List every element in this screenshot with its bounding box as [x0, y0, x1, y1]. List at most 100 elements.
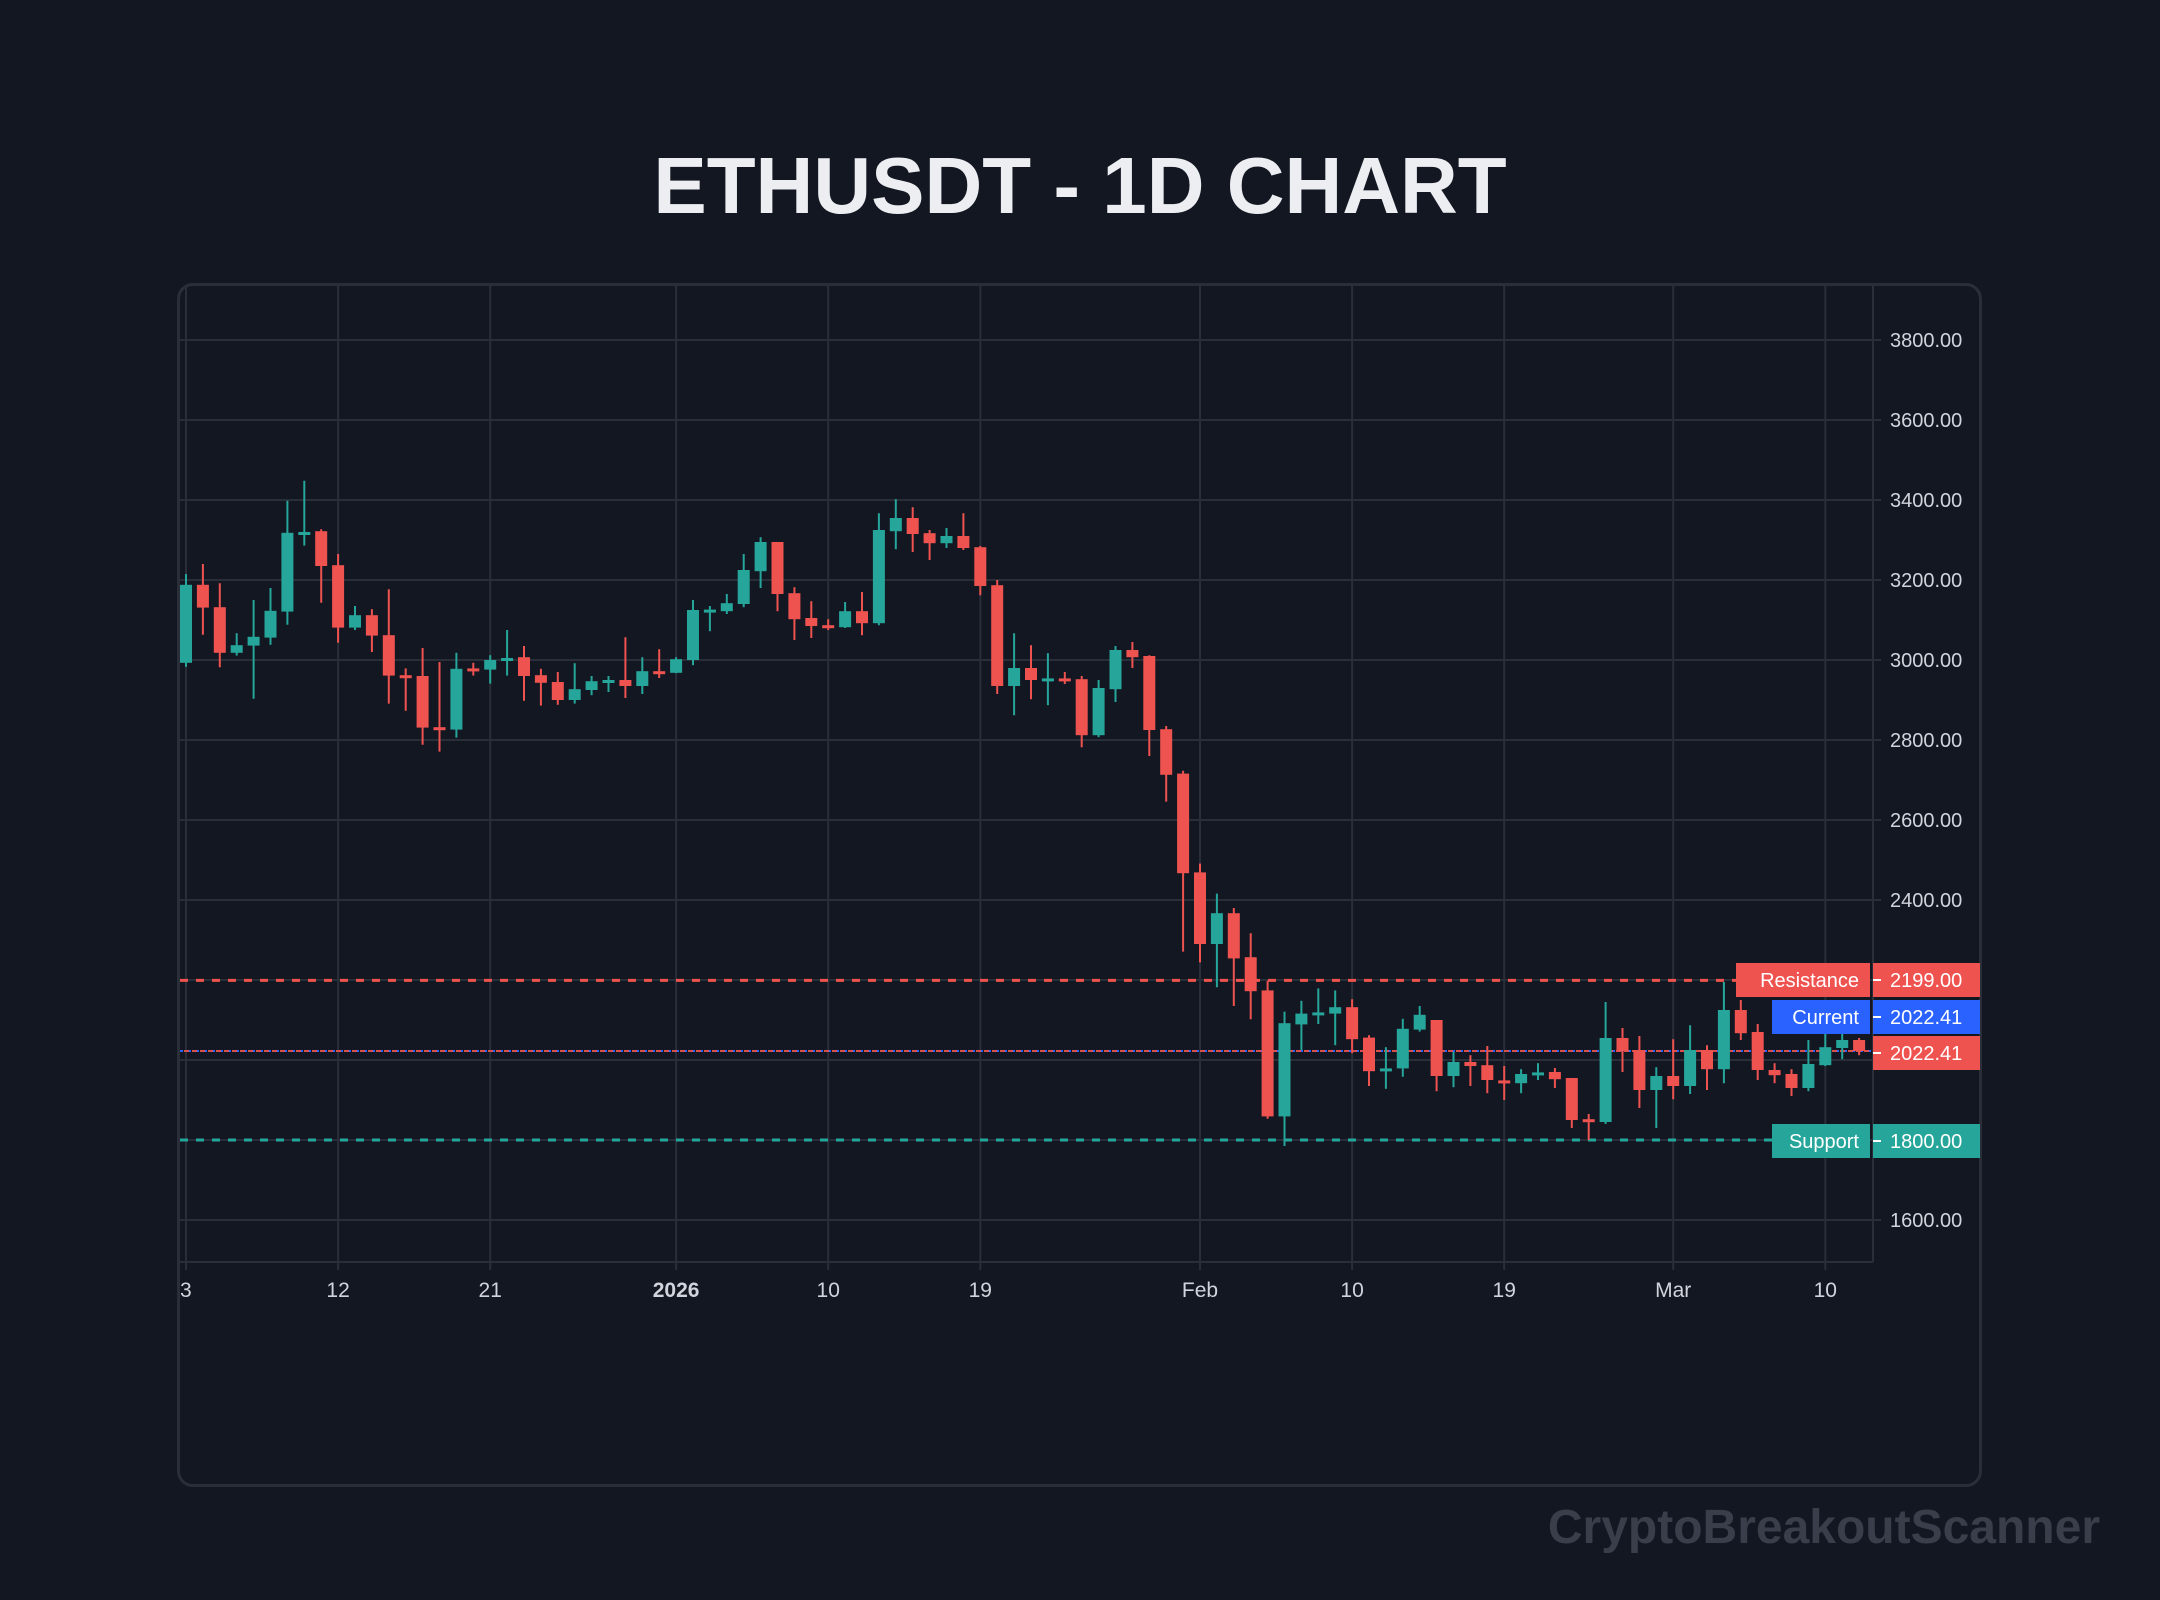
current-value: 2022.41	[1890, 1007, 1962, 1029]
candle-body	[1194, 872, 1206, 944]
candle-body	[518, 657, 530, 676]
candle-body	[1481, 1065, 1494, 1080]
candle-body	[1346, 1007, 1359, 1040]
candle-up	[1379, 1047, 1392, 1089]
y-tick-label: 3000.00	[1890, 650, 1962, 672]
candle-down	[923, 530, 936, 560]
candle-up	[754, 537, 767, 588]
candle-body	[788, 593, 801, 620]
candle-up	[1008, 633, 1021, 716]
candle-body	[822, 625, 835, 629]
candle-body	[906, 518, 919, 534]
candle-body	[1109, 650, 1122, 690]
y-tick-label: 3200.00	[1890, 570, 1962, 592]
candle-up	[450, 652, 463, 738]
candle-body	[1430, 1020, 1443, 1076]
candle-down	[788, 587, 801, 640]
candle-body	[720, 603, 733, 612]
candle-up	[1532, 1063, 1544, 1080]
candle-down	[1667, 1039, 1680, 1100]
candle-body	[1261, 990, 1274, 1117]
candle-up	[1413, 1006, 1426, 1032]
candle-body	[1447, 1062, 1460, 1076]
candle-down	[1548, 1068, 1561, 1088]
candle-up	[1599, 1002, 1612, 1124]
candle-body	[602, 680, 615, 683]
candle-down	[433, 662, 446, 752]
candle-up	[180, 574, 192, 667]
candle-down	[974, 546, 987, 596]
candle-body	[1177, 773, 1190, 874]
candle-body	[805, 618, 818, 626]
candle-down	[1363, 1035, 1375, 1086]
candle-body	[1616, 1038, 1629, 1052]
candle-body	[1210, 913, 1223, 944]
candle-down	[1177, 770, 1190, 952]
candle-up	[1312, 988, 1325, 1024]
candle-up	[1295, 1000, 1308, 1050]
candle-up	[230, 633, 243, 656]
candle-up	[501, 630, 514, 676]
candle-body	[839, 611, 852, 628]
candle-down	[467, 662, 480, 676]
candle-body	[1126, 650, 1139, 658]
candle-body	[332, 565, 345, 628]
candle-body	[1751, 1032, 1764, 1070]
candle-body	[737, 570, 750, 604]
watermark: CryptoBreakoutScanner	[1547, 1501, 2100, 1554]
candle-body	[957, 536, 970, 548]
candle-body	[1802, 1064, 1815, 1088]
candle-body	[974, 547, 987, 586]
candle-down	[196, 564, 209, 635]
candle-body	[230, 645, 243, 653]
candle-up	[1684, 1025, 1697, 1094]
candle-up	[889, 499, 902, 550]
candle-down	[1633, 1036, 1646, 1108]
candle-body	[1041, 678, 1054, 682]
candle-down	[957, 513, 970, 550]
candle-body	[1379, 1068, 1392, 1072]
candle-body	[1701, 1050, 1713, 1070]
candle-up	[1041, 653, 1054, 706]
candle-body	[382, 635, 395, 676]
candle-body	[1025, 668, 1037, 680]
candle-body	[534, 675, 547, 683]
last-price-value-box	[1873, 1036, 1980, 1070]
candle-body	[1396, 1028, 1409, 1069]
candle-down	[534, 668, 547, 706]
x-tick-label: 10	[817, 1279, 840, 1302]
candle-down	[1075, 676, 1088, 748]
candle-body	[687, 610, 699, 660]
candle-up	[1092, 680, 1105, 738]
candle-down	[1785, 1069, 1798, 1096]
candle-body	[1295, 1013, 1308, 1025]
candle-body	[636, 671, 649, 686]
candle-up	[670, 657, 683, 674]
candle-down	[805, 601, 818, 638]
candle-body	[1058, 678, 1071, 682]
candle-up	[1396, 1018, 1409, 1077]
candle-body	[1717, 1010, 1730, 1070]
candle-up	[1447, 1052, 1460, 1088]
candle-body	[568, 689, 581, 700]
candle-body	[1312, 1012, 1325, 1016]
candle-down	[365, 609, 378, 652]
resistance-label: Resistance	[1760, 970, 1859, 992]
candle-up	[349, 606, 361, 630]
current-label-box	[1772, 1000, 1870, 1034]
candle-body	[923, 533, 936, 544]
candle-down	[1768, 1063, 1781, 1084]
candle-up	[737, 554, 750, 608]
candle-body	[1464, 1062, 1477, 1066]
y-tick-label: 2400.00	[1890, 890, 1962, 912]
candle-up	[839, 602, 852, 628]
candle-body	[754, 542, 767, 572]
candle-down	[332, 554, 345, 643]
candle-body	[619, 680, 632, 686]
candle-body	[433, 727, 446, 731]
candle-body	[1582, 1119, 1595, 1123]
candle-down	[416, 648, 429, 745]
candle-down	[1160, 726, 1173, 802]
candle-body	[1160, 729, 1173, 775]
